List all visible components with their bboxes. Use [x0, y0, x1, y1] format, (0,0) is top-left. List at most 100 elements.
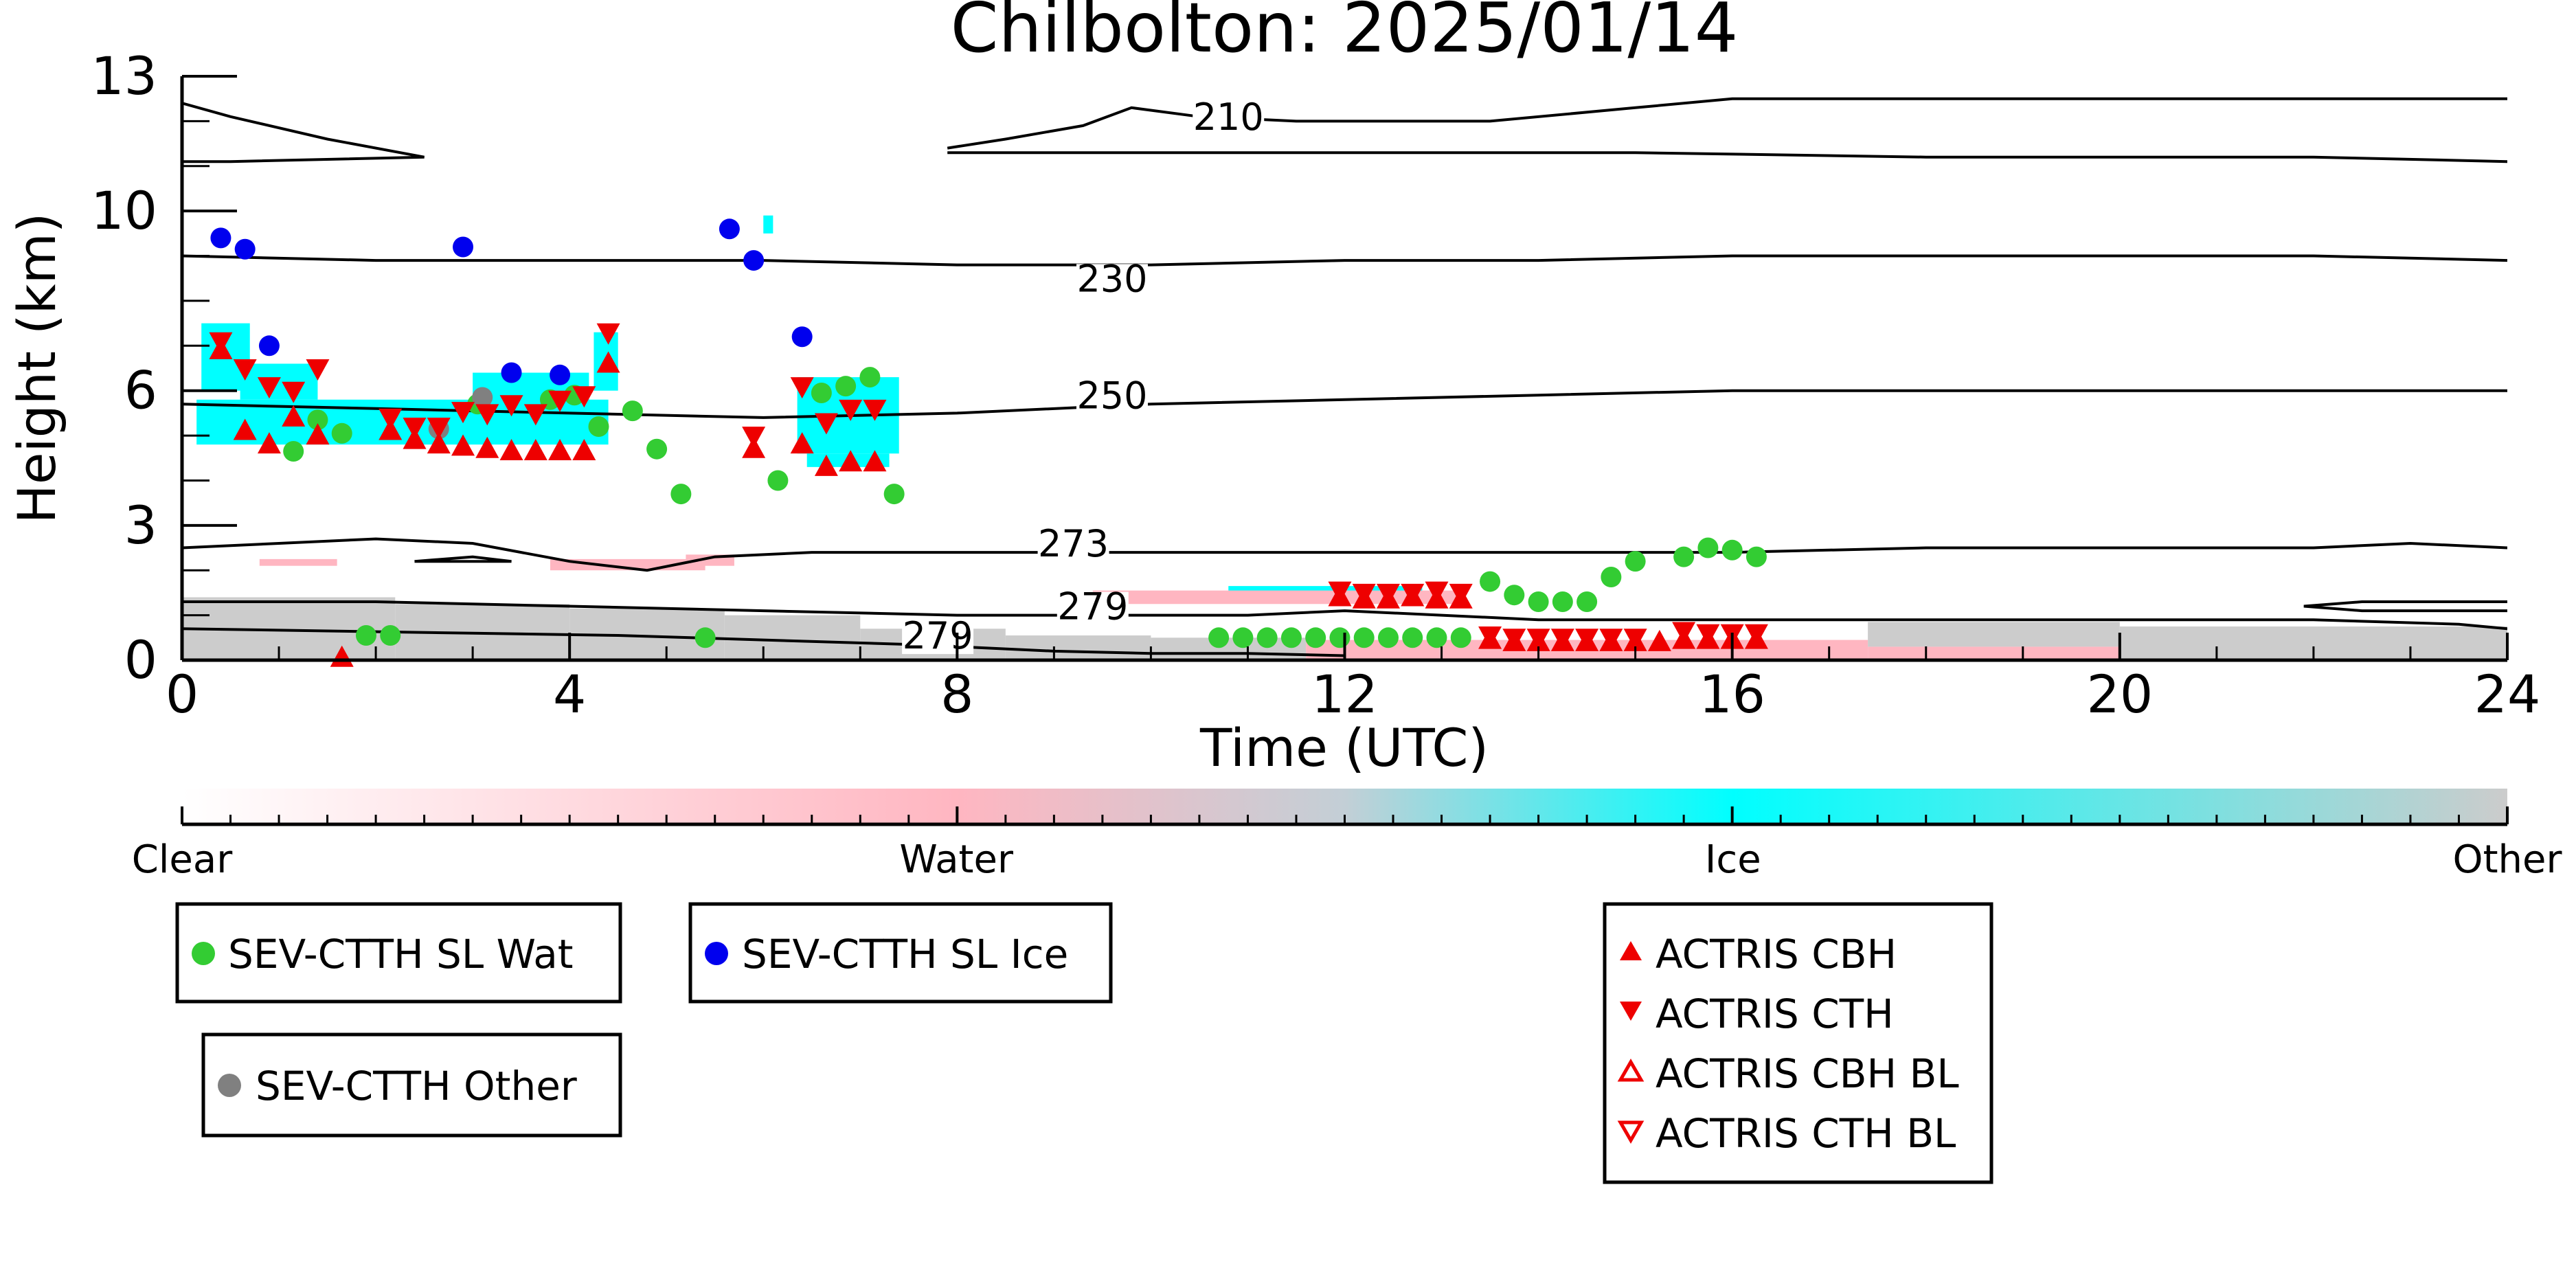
- point-0-4: [380, 625, 401, 646]
- data-points: [209, 218, 1768, 667]
- contour-label-bg-0: [1193, 102, 1265, 135]
- contour-label-bg-8: [902, 621, 974, 655]
- colorbar-label-clear: Clear: [132, 837, 233, 882]
- cloud-mask-other-18: [724, 615, 861, 660]
- point-1-7: [743, 250, 765, 271]
- series-actris-cth: [209, 323, 1768, 651]
- y-tick-label-3: 3: [124, 495, 157, 556]
- point-3-15: [596, 351, 620, 373]
- point-4-1: [233, 359, 257, 381]
- point-0-24: [1353, 627, 1375, 648]
- point-0-16: [859, 367, 881, 388]
- point-0-38: [1721, 539, 1743, 561]
- point-0-19: [1232, 627, 1254, 648]
- point-1-1: [234, 238, 256, 260]
- contour-line-2: [947, 151, 2507, 163]
- point-4-30: [1575, 629, 1599, 651]
- point-4-17: [814, 413, 838, 435]
- contour-labels: 210 230 250 273 279 279: [902, 95, 1265, 657]
- point-4-5: [379, 408, 403, 430]
- x-tick-label-16: 16: [1699, 664, 1765, 725]
- contour-line-1: [947, 97, 2507, 150]
- point-0-22: [1305, 627, 1326, 648]
- contour-line-6: [414, 555, 512, 563]
- point-0-32: [1552, 591, 1573, 612]
- contour-line-7: [182, 600, 2507, 631]
- cloud-mask-other-20: [1005, 635, 1151, 660]
- point-4-2: [257, 377, 281, 399]
- point-0-28: [1450, 627, 1471, 648]
- cloud-mask-ice-2: [240, 363, 318, 400]
- point-3-13: [548, 438, 572, 460]
- point-0-3: [355, 625, 376, 646]
- legend-label-cbh-bl: ACTRIS CBH BL: [1656, 1050, 1959, 1097]
- point-0-18: [1208, 627, 1230, 648]
- point-0-15: [835, 376, 857, 397]
- point-3-20: [863, 450, 887, 472]
- cloud-mask-water-9: [259, 558, 337, 566]
- point-4-12: [548, 390, 572, 412]
- point-0-11: [670, 484, 692, 505]
- contour-label-bg-3: [1076, 264, 1148, 297]
- legend-label-water: SEV-CTTH SL Wat: [228, 931, 574, 978]
- cloud-mask-other-22: [1868, 622, 2120, 647]
- point-4-29: [1550, 629, 1574, 651]
- point-1-3: [453, 236, 474, 258]
- point-1-8: [791, 326, 813, 348]
- point-3-2: [257, 432, 281, 454]
- point-4-8: [451, 402, 475, 424]
- point-0-14: [811, 382, 832, 403]
- legend-marker-other: [218, 1074, 241, 1097]
- point-0-34: [1601, 567, 1622, 588]
- point-4-0: [209, 332, 233, 354]
- y-tick-label-6: 6: [124, 360, 157, 421]
- point-4-21: [1352, 583, 1376, 605]
- point-3-11: [499, 438, 523, 460]
- contour-label-bg-4: [1076, 381, 1148, 414]
- point-0-37: [1697, 537, 1719, 558]
- contour-line-3: [182, 254, 2507, 267]
- point-4-19: [863, 399, 887, 421]
- point-4-13: [572, 386, 596, 408]
- point-0-13: [767, 470, 789, 491]
- point-4-31: [1599, 629, 1623, 651]
- point-2-1: [472, 387, 493, 408]
- point-4-24: [1425, 581, 1449, 603]
- point-4-22: [1376, 583, 1400, 605]
- point-3-4: [306, 423, 330, 445]
- point-3-34: [1647, 629, 1671, 651]
- point-1-6: [719, 218, 740, 240]
- point-4-36: [1744, 624, 1768, 646]
- legend-label-other: SEV-CTTH Other: [256, 1063, 577, 1109]
- point-0-8: [588, 416, 609, 437]
- point-4-25: [1449, 583, 1473, 605]
- point-4-18: [839, 399, 863, 421]
- point-0-1: [307, 409, 328, 431]
- point-3-9: [451, 434, 475, 456]
- point-4-9: [475, 404, 499, 426]
- point-0-29: [1480, 571, 1501, 592]
- y-tick-label-13: 13: [91, 45, 157, 106]
- contour-label-279: 279: [903, 614, 973, 657]
- point-4-4: [306, 359, 330, 381]
- x-tick-label-4: 4: [553, 664, 586, 725]
- x-tick-label-0: 0: [166, 664, 199, 725]
- plot-axes: 0 4 8 12 16 20 24 0 3 6 10 13: [91, 45, 2540, 725]
- legend-label-cth: ACTRIS CTH: [1656, 991, 1894, 1037]
- chart-title: Chilbolton: 2025/01/14: [951, 0, 1739, 68]
- point-3-8: [427, 432, 451, 454]
- contour-label-bg-7: [1057, 591, 1129, 625]
- point-0-36: [1673, 546, 1695, 567]
- colorbar-label-water: Water: [899, 837, 1014, 882]
- legend-marker-ice: [705, 942, 728, 965]
- legend-label-cbh: ACTRIS CBH: [1656, 931, 1897, 978]
- legend-label-ice: SEV-CTTH SL Ice: [742, 931, 1068, 978]
- x-tick-label-8: 8: [940, 664, 973, 725]
- legend-marker-cth: [1620, 1002, 1642, 1021]
- contour-line-9: [2303, 600, 2507, 613]
- contour-label-273: 273: [1038, 522, 1109, 565]
- contour-label-230: 230: [1076, 257, 1147, 300]
- point-4-34: [1696, 624, 1720, 646]
- legend-marker-cth-bl: [1617, 1120, 1645, 1144]
- contour-line-0: [182, 102, 425, 163]
